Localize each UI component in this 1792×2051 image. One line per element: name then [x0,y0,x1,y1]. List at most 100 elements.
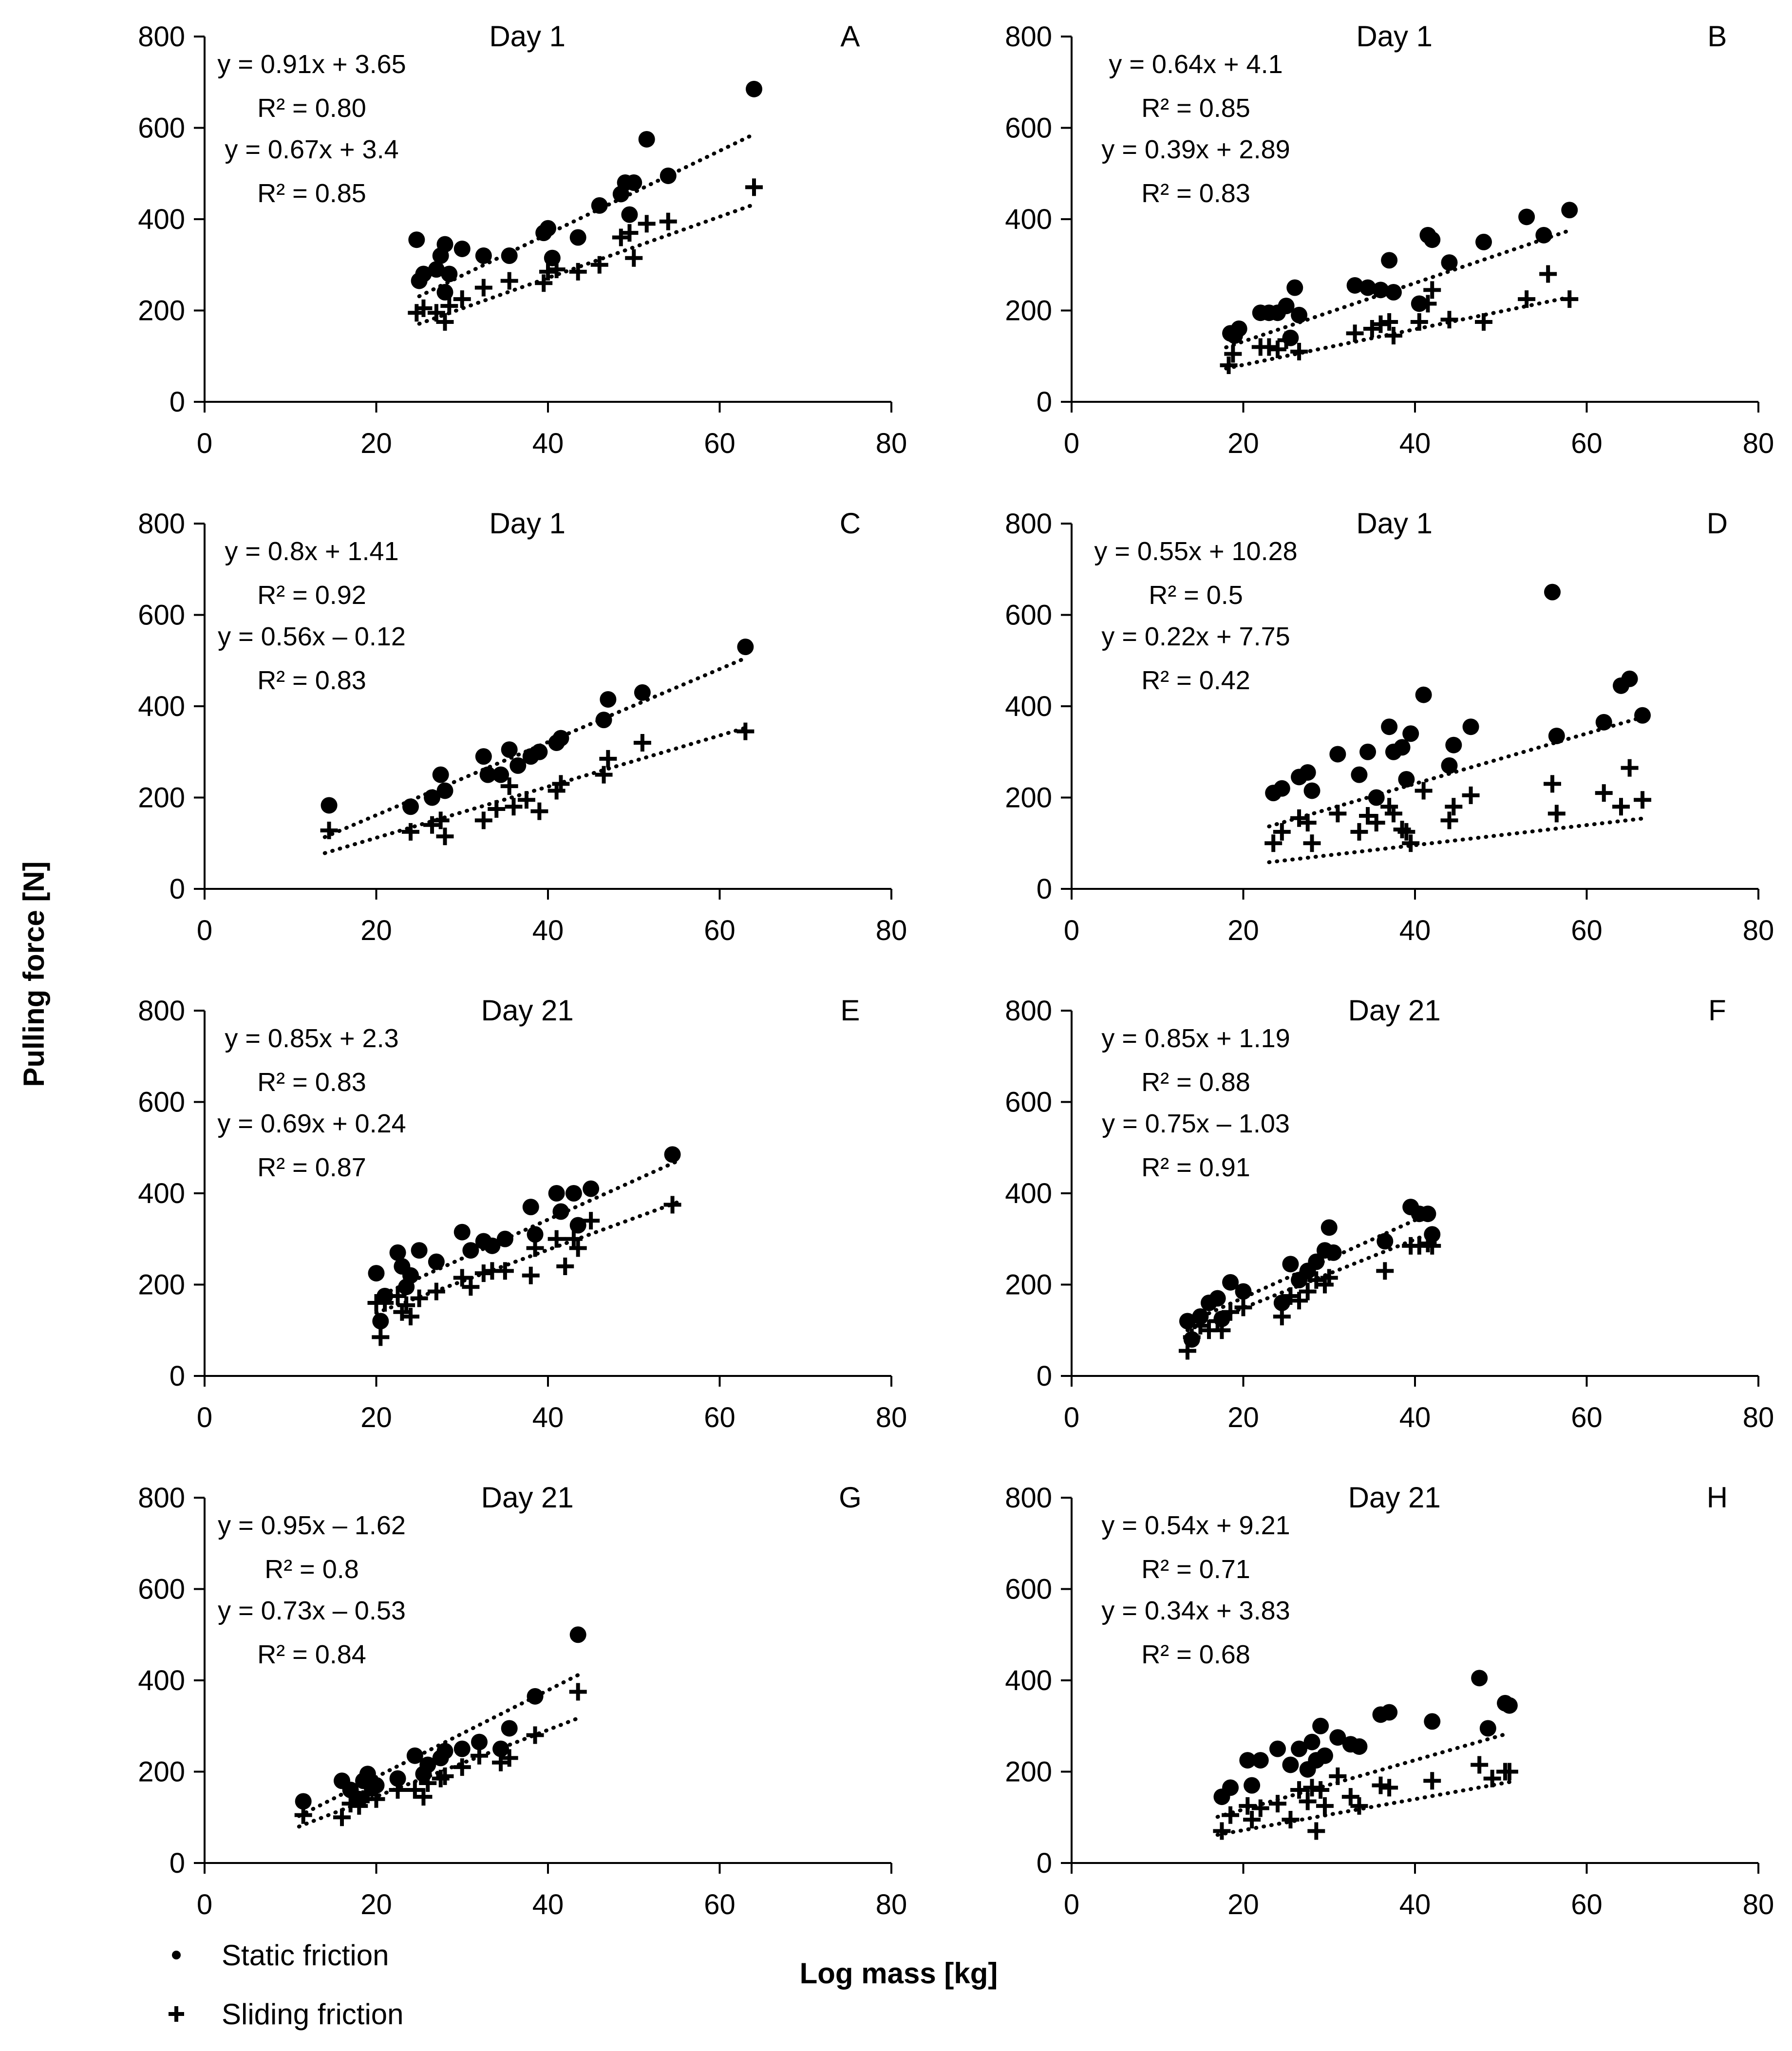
data-point-sliding [1621,759,1639,777]
data-point-static [1351,766,1368,783]
data-point-static [1303,1733,1320,1750]
data-point-static [389,1770,406,1787]
y-tick-label: 800 [138,508,185,540]
equation-label: y = 0.95x – 1.62 [218,1511,406,1540]
x-tick-label: 20 [360,428,392,459]
data-point-static [492,766,509,783]
trendline [417,132,756,299]
data-point-sliding [402,823,419,841]
y-tick-label: 400 [1005,204,1052,235]
data-point-static [436,284,453,301]
data-point-sliding [320,822,338,839]
panel-b: 0 200 400 600 800 0 20 40 60 80 Day 1 By = 0.64x + … [1005,20,1774,459]
data-point-sliding [1316,1797,1334,1815]
y-tick-label: 400 [1005,1665,1052,1696]
data-point-static [1402,725,1419,742]
data-point-static [321,797,338,814]
data-point-static [432,766,449,783]
data-point-static [471,1733,488,1750]
data-point-sliding [517,791,535,809]
y-tick-label: 400 [138,691,185,722]
data-point-static [479,766,496,783]
data-point-sliding [1440,811,1458,829]
data-point-static [660,167,677,184]
equation-label: y = 0.39x + 2.89 [1101,135,1290,164]
panel-a: 0 200 400 600 800 0 20 40 60 80 Day 1 Ay = 0.91x + … [138,20,907,459]
data-point-static [1230,320,1247,337]
x-tick-label: 20 [360,915,392,946]
data-point-static [1192,1308,1209,1325]
equation-label: R² = 0.42 [1141,666,1250,695]
data-point-sliding [1273,1308,1291,1326]
equation-label: R² = 0.83 [257,1068,366,1097]
equation-label: R² = 0.8 [264,1555,359,1584]
data-point-static [1621,670,1638,687]
y-tick-label: 800 [138,995,185,1027]
data-point-static [1394,739,1411,756]
data-point-sliding [500,272,518,290]
data-point-static [1291,306,1308,323]
equation-label: R² = 0.83 [257,666,366,695]
data-point-sliding [1307,1822,1325,1840]
data-point-sliding [530,802,548,820]
data-point-static [1346,277,1363,294]
data-point-static [1445,736,1462,753]
y-tick-label: 200 [1005,1756,1052,1788]
x-tick-label: 0 [197,1402,212,1433]
panel-title: Day 21 [1348,994,1441,1027]
panel-title: Day 21 [481,1481,574,1514]
data-point-static [565,1185,582,1202]
data-point-sliding [582,1212,600,1230]
y-tick-label: 0 [1037,1847,1052,1879]
equation-label: R² = 0.88 [1141,1068,1250,1097]
data-point-sliding [663,1196,681,1214]
data-point-static [1273,1295,1290,1311]
data-point-sliding [427,1282,445,1300]
y-tick-label: 400 [1005,691,1052,722]
data-point-static [621,206,638,223]
data-point-static [436,782,453,799]
data-point-static [552,1203,569,1220]
y-tick-label: 200 [138,1756,185,1788]
data-point-static [1561,202,1578,219]
x-tick-label: 40 [1399,915,1431,946]
data-point-sliding [1251,1799,1269,1817]
data-point-sliding [1423,1237,1441,1255]
y-tick-label: 200 [138,295,185,327]
data-point-static [1441,757,1458,774]
data-point-static [595,712,612,729]
data-point-static [1398,771,1415,788]
data-point-sliding [1634,791,1652,809]
data-point-sliding [436,828,454,846]
data-point-sliding [556,1258,574,1275]
data-point-sliding [522,1266,540,1284]
series-sliding [367,1196,681,1346]
data-point-sliding [505,798,523,816]
data-point-sliding [595,766,613,784]
data-point-static [1475,233,1492,250]
data-point-static [424,789,441,806]
data-point-static [591,197,608,214]
data-point-static [583,1180,600,1197]
data-point-static [1239,1752,1256,1769]
data-point-sliding [341,1795,359,1813]
x-tick-label: 40 [532,1402,564,1433]
trendline [322,656,748,839]
data-point-sliding [1445,798,1463,816]
trendline [417,202,756,326]
data-point-static [600,691,617,708]
data-point-static [1381,252,1398,269]
series-static [1213,1670,1518,1819]
data-point-static [368,1777,385,1794]
x-tick-label: 0 [1064,915,1079,946]
data-point-sliding [1561,290,1579,308]
data-point-static [1269,1740,1286,1757]
data-point-static [1424,231,1441,248]
data-point-sliding [1462,786,1480,804]
y-tick-label: 200 [1005,295,1052,327]
series-sliding [1178,1230,1441,1360]
panel-title: Day 1 [489,20,566,53]
data-point-sliding [547,261,566,279]
data-point-static [1479,1720,1496,1737]
